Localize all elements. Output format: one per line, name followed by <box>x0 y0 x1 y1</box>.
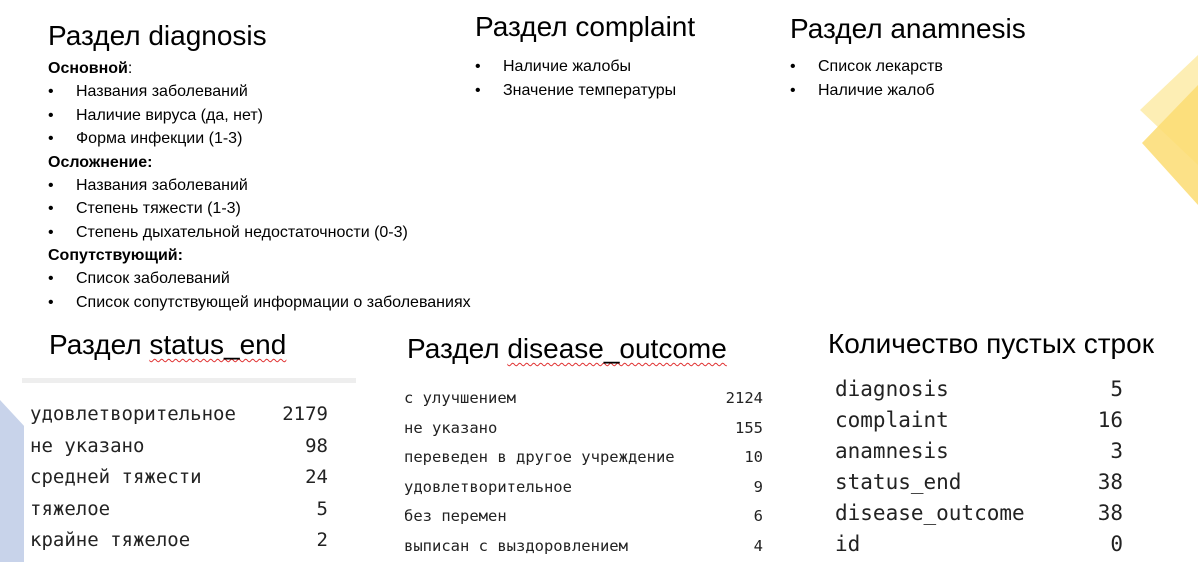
table-row: удовлетворительное 9 <box>404 477 763 496</box>
diagnosis-group-main-list: Названия заболеваний Наличие вируса (да,… <box>48 80 471 151</box>
status-end-table: удовлетворительное 2179 не указано 98 сред… <box>30 399 328 557</box>
decor-yellow-diamonds <box>1140 55 1198 205</box>
decor-blue-shape <box>0 400 24 562</box>
status-end-table-topbar <box>22 378 356 383</box>
list-item: Степень тяжести (1-3) <box>48 197 471 221</box>
anamnesis-list: Список лекарств Наличие жалоб <box>790 55 1026 102</box>
table-row: не указано 98 <box>30 434 328 457</box>
table-row: с улучшением 2124 <box>404 389 763 407</box>
diagnosis-group-complication-label: Осложнение: <box>48 153 153 171</box>
table-row: не указано 155 <box>404 418 763 437</box>
empty-rows-title: Количество пустых строк <box>828 328 1154 359</box>
section-anamnesis: Раздел anamnesis Список лекарств Наличие… <box>790 13 1026 102</box>
list-item: Названия заболеваний <box>48 174 471 198</box>
table-row: status_end 38 <box>835 470 1123 494</box>
table-row: крайне тяжелое 2 <box>30 529 328 551</box>
disease-outcome-title: Раздел disease_outcome <box>407 333 727 364</box>
section-diagnosis: Раздел diagnosis Основной: Названия забо… <box>48 20 471 314</box>
list-item: Наличие вируса (да, нет) <box>48 104 471 128</box>
diagnosis-group-main-label: Основной: <box>48 60 133 77</box>
list-item: Список заболеваний <box>48 267 471 291</box>
diagnosis-title: Раздел diagnosis <box>48 20 267 51</box>
table-row: без перемен 6 <box>404 507 763 525</box>
diagnosis-group-concomitant-label: Сопутствующий: <box>48 247 183 264</box>
table-row: тяжелое 5 <box>30 497 328 520</box>
table-row: средней тяжести 24 <box>30 466 328 488</box>
table-row: complaint 16 <box>835 408 1123 432</box>
empty-rows-table: diagnosis 5 complaint 16 anamnesis 3 status… <box>835 374 1123 560</box>
section-complaint: Раздел complaint Наличие жалобы Значение… <box>475 11 695 102</box>
list-item: Наличие жалобы <box>475 55 695 79</box>
table-row: удовлетворительное 2179 <box>30 403 328 425</box>
diagnosis-group-complication-list: Названия заболеваний Степень тяжести (1-… <box>48 174 471 245</box>
list-item: Значение температуры <box>475 79 695 103</box>
list-item: Наличие жалоб <box>790 79 1026 103</box>
status-end-title: Раздел status_end <box>49 329 287 360</box>
list-item: Список сопутствующей информации о заболе… <box>48 291 471 315</box>
table-row: id 0 <box>835 532 1123 556</box>
list-item: Степень дыхательной недостаточности (0-3… <box>48 221 471 245</box>
diagnosis-group-concomitant-list: Список заболеваний Список сопутствующей … <box>48 267 471 314</box>
disease-outcome-table: с улучшением 2124 не указано 155 переведен… <box>404 384 763 561</box>
list-item: Названия заболеваний <box>48 80 471 104</box>
list-item: Форма инфекции (1-3) <box>48 127 471 151</box>
table-row: выписан с выздоровлением 4 <box>404 536 763 555</box>
complaint-list: Наличие жалобы Значение температуры <box>475 55 695 102</box>
table-row: переведен в другое учреждение 10 <box>404 448 763 466</box>
anamnesis-title: Раздел anamnesis <box>790 13 1026 44</box>
list-item: Список лекарств <box>790 55 1026 79</box>
table-row: anamnesis 3 <box>835 439 1123 463</box>
table-row: disease_outcome 38 <box>835 501 1123 525</box>
complaint-title: Раздел complaint <box>475 11 696 42</box>
table-row: diagnosis 5 <box>835 377 1123 401</box>
